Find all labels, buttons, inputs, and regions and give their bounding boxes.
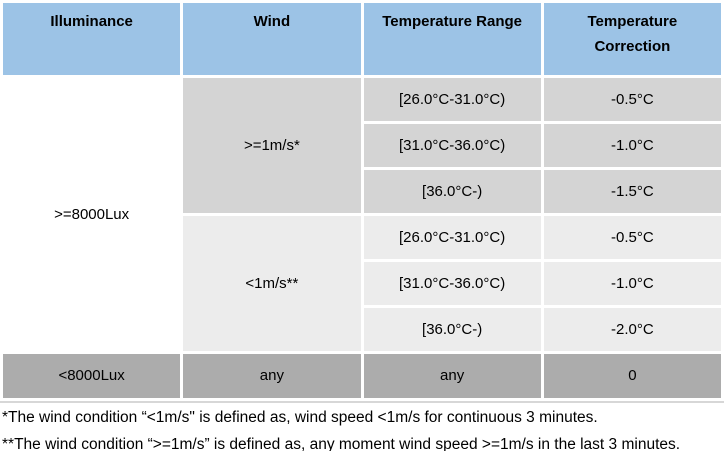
cell-range: [26.0°C-31.0°C) bbox=[363, 216, 541, 259]
header-cell-wind: Wind bbox=[183, 3, 361, 75]
table-row: <1m/s** [26.0°C-31.0°C) -0.5°C bbox=[3, 216, 721, 351]
cell-wind-any: any bbox=[183, 354, 361, 398]
table-row: [36.0°C-) -1.5°C bbox=[3, 170, 721, 213]
cell-range: [36.0°C-) bbox=[363, 170, 541, 213]
table-row-low-illuminance: <8000Lux any any 0 bbox=[3, 354, 721, 398]
cell-correction: -1.5°C bbox=[543, 170, 721, 213]
header-cell-temperature-correction: Temperature Correction bbox=[543, 3, 721, 75]
cell-correction: -2.0°C bbox=[543, 308, 721, 351]
footnote-wind-gte-1ms: **The wind condition “>=1m/s” is defined… bbox=[2, 436, 681, 451]
table-bottom-border bbox=[0, 401, 724, 403]
header-cell-illuminance: Illuminance bbox=[3, 3, 181, 75]
cell-wind-group2: <1m/s** bbox=[183, 216, 361, 351]
temperature-correction-table: Illuminance Wind Temperature Range Tempe… bbox=[3, 3, 721, 398]
cell-range: [31.0°C-36.0°C) bbox=[363, 124, 541, 167]
table-row: >=8000Lux >=1m/s* [26.0°C-31.0°C) -0.5°C bbox=[3, 78, 721, 351]
header-cell-temperature-range: Temperature Range bbox=[363, 3, 541, 75]
footnote-wind-lt-1ms: *The wind condition “<1m/s" is defined a… bbox=[2, 409, 598, 426]
footnotes: *The wind condition “<1m/s" is defined a… bbox=[2, 408, 724, 451]
cell-range: [26.0°C-31.0°C) bbox=[363, 78, 541, 121]
table-row: [31.0°C-36.0°C) -1.0°C bbox=[3, 124, 721, 167]
cell-correction: -1.0°C bbox=[543, 262, 721, 305]
cell-range-any: any bbox=[363, 354, 541, 398]
cell-illuminance-low: <8000Lux bbox=[3, 354, 181, 398]
cell-correction: -0.5°C bbox=[543, 216, 721, 259]
table-row: [31.0°C-36.0°C) -1.0°C bbox=[3, 262, 721, 305]
cell-correction: -0.5°C bbox=[543, 78, 721, 121]
cell-range: [36.0°C-) bbox=[363, 308, 541, 351]
table-row: [36.0°C-) -2.0°C bbox=[3, 308, 721, 351]
cell-illuminance-high: >=8000Lux bbox=[3, 78, 181, 351]
cell-correction-zero: 0 bbox=[543, 354, 721, 398]
cell-range: [31.0°C-36.0°C) bbox=[363, 262, 541, 305]
header-row: Illuminance Wind Temperature Range Tempe… bbox=[3, 3, 721, 75]
cell-correction: -1.0°C bbox=[543, 124, 721, 167]
cell-wind-group1: >=1m/s* bbox=[183, 78, 361, 213]
